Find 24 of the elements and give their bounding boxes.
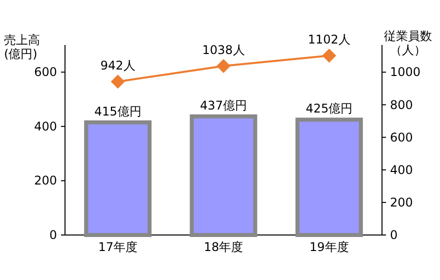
x-tick-label: 19年度 bbox=[310, 240, 349, 254]
y2-tick-label: 0 bbox=[390, 228, 398, 242]
y-tick-label: 600 bbox=[34, 65, 57, 80]
y2-tick-label: 400 bbox=[390, 162, 413, 177]
data-label: 1102人 bbox=[308, 32, 350, 47]
y2-tick-label: 600 bbox=[390, 130, 413, 144]
y2-tick-label: 200 bbox=[390, 195, 413, 210]
y-tick-label: 200 bbox=[34, 174, 57, 188]
data-label: 1038人 bbox=[202, 43, 245, 58]
data-label: 437億円 bbox=[200, 98, 247, 112]
point bbox=[322, 48, 336, 63]
data-label: 415億円 bbox=[94, 104, 142, 118]
point bbox=[216, 59, 230, 74]
y-tick-label: 400 bbox=[34, 119, 57, 134]
y-tick-label: 0 bbox=[49, 228, 57, 242]
y2-tick-label: 800 bbox=[390, 98, 413, 112]
y-axis-title: 売上高(億円) bbox=[4, 33, 40, 61]
y2-axis-title: 従業員数（人） bbox=[384, 29, 432, 57]
point bbox=[110, 74, 125, 89]
data-label: 425億円 bbox=[306, 102, 353, 116]
x-tick-label: 18年度 bbox=[204, 240, 244, 254]
x-tick-label: 17年度 bbox=[98, 240, 138, 254]
data-label: 942人 bbox=[100, 58, 136, 73]
y2-tick-label: 1000 bbox=[390, 65, 421, 80]
